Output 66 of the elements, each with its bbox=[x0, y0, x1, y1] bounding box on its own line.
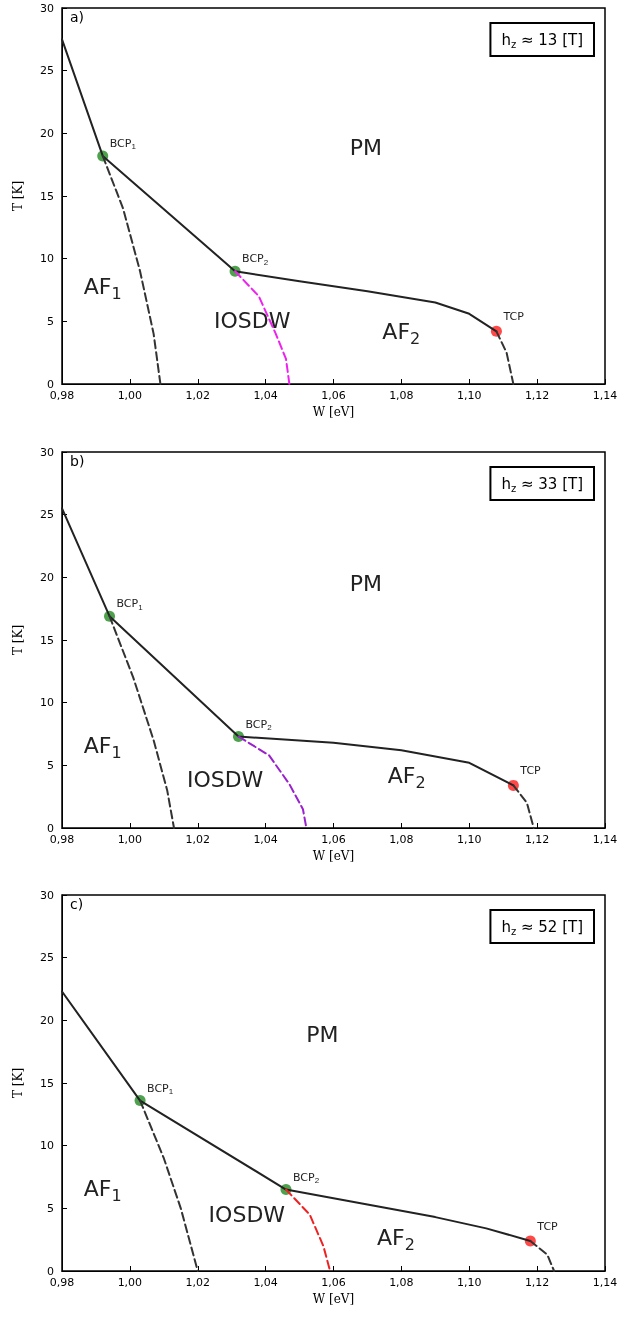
x-tick-label: 1,10 bbox=[457, 389, 482, 402]
x-tick-label: 1,06 bbox=[321, 1276, 346, 1289]
chart-title: a) bbox=[70, 9, 85, 25]
y-tick-label: 10 bbox=[40, 252, 54, 266]
x-tick-label: 1,12 bbox=[524, 389, 550, 402]
y-tick-label: 15 bbox=[40, 189, 54, 203]
y-tick-label: 10 bbox=[40, 1139, 54, 1153]
x-tick-label: 0,98 bbox=[49, 833, 75, 846]
y-axis-title: T [K] bbox=[11, 1067, 25, 1099]
y-tick-label: 30 bbox=[40, 445, 54, 459]
x-tick-label: 1,06 bbox=[321, 389, 346, 402]
y-tick-label: 20 bbox=[40, 570, 54, 584]
y-tick-label: 30 bbox=[40, 1, 54, 15]
annotation: IOSDW bbox=[214, 307, 291, 333]
annotation: TCP bbox=[502, 310, 525, 324]
annotation: IOSDW bbox=[186, 766, 264, 792]
x-tick-label: 1,12 bbox=[524, 833, 550, 846]
annotation: PM bbox=[349, 134, 383, 160]
y-tick-label: 20 bbox=[40, 1013, 54, 1027]
annotation: PM bbox=[306, 1021, 339, 1047]
y-axis-title: T [K] bbox=[11, 624, 25, 656]
x-tick-label: 1,04 bbox=[253, 389, 278, 402]
y-tick-label: 15 bbox=[40, 633, 54, 647]
x-tick-label: 1,08 bbox=[389, 389, 414, 402]
y-tick-label: 5 bbox=[47, 758, 54, 772]
x-tick-label: 1,08 bbox=[389, 1276, 414, 1289]
y-tick-label: 25 bbox=[40, 951, 54, 965]
x-tick-label: 1,00 bbox=[117, 1276, 143, 1289]
x-tick-label: 1,02 bbox=[185, 1276, 210, 1289]
x-tick-label: 1,14 bbox=[592, 389, 618, 402]
y-tick-label: 0 bbox=[47, 821, 54, 835]
x-tick-label: 1,04 bbox=[253, 833, 278, 846]
y-tick-label: 10 bbox=[40, 696, 54, 710]
annotation: TCP bbox=[536, 1219, 559, 1233]
x-axis-title: W [eV] bbox=[312, 404, 355, 419]
x-tick-label: 1,14 bbox=[592, 1276, 618, 1289]
x-tick-label: 1,02 bbox=[185, 389, 210, 402]
chart-title: b) bbox=[70, 453, 85, 469]
x-tick-label: 1,04 bbox=[253, 1276, 278, 1289]
y-axis-title: T [K] bbox=[11, 180, 25, 212]
y-tick-label: 0 bbox=[47, 377, 54, 391]
x-tick-label: 1,06 bbox=[321, 833, 346, 846]
x-tick-label: 1,14 bbox=[592, 833, 618, 846]
y-tick-label: 25 bbox=[40, 64, 54, 78]
y-tick-label: 5 bbox=[47, 1201, 54, 1215]
y-tick-label: 15 bbox=[40, 1076, 54, 1090]
x-tick-label: 1,00 bbox=[117, 389, 143, 402]
y-tick-label: 25 bbox=[40, 508, 54, 522]
x-axis-title: W [eV] bbox=[312, 1291, 355, 1306]
x-tick-label: 0,98 bbox=[49, 389, 75, 402]
x-tick-label: 1,10 bbox=[457, 1276, 482, 1289]
x-tick-label: 1,08 bbox=[389, 833, 414, 846]
annotation: IOSDW bbox=[208, 1202, 286, 1228]
x-tick-label: 1,10 bbox=[457, 833, 482, 846]
x-tick-label: 1,12 bbox=[524, 1276, 550, 1289]
chart-title: c) bbox=[70, 896, 84, 912]
y-tick-label: 5 bbox=[47, 314, 54, 328]
x-tick-label: 0,98 bbox=[49, 1276, 75, 1289]
y-tick-label: 0 bbox=[47, 1264, 54, 1278]
annotation: TCP bbox=[519, 764, 542, 778]
y-tick-label: 30 bbox=[40, 888, 54, 902]
y-tick-label: 20 bbox=[40, 126, 54, 140]
x-tick-label: 1,00 bbox=[117, 833, 143, 846]
x-axis-title: W [eV] bbox=[312, 848, 355, 863]
annotation: PM bbox=[349, 571, 383, 597]
x-tick-label: 1,02 bbox=[185, 833, 210, 846]
